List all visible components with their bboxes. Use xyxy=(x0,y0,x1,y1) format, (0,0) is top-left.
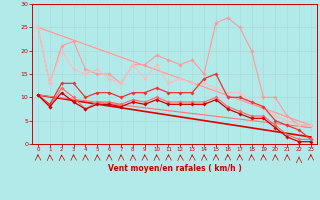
X-axis label: Vent moyen/en rafales ( km/h ): Vent moyen/en rafales ( km/h ) xyxy=(108,164,241,173)
